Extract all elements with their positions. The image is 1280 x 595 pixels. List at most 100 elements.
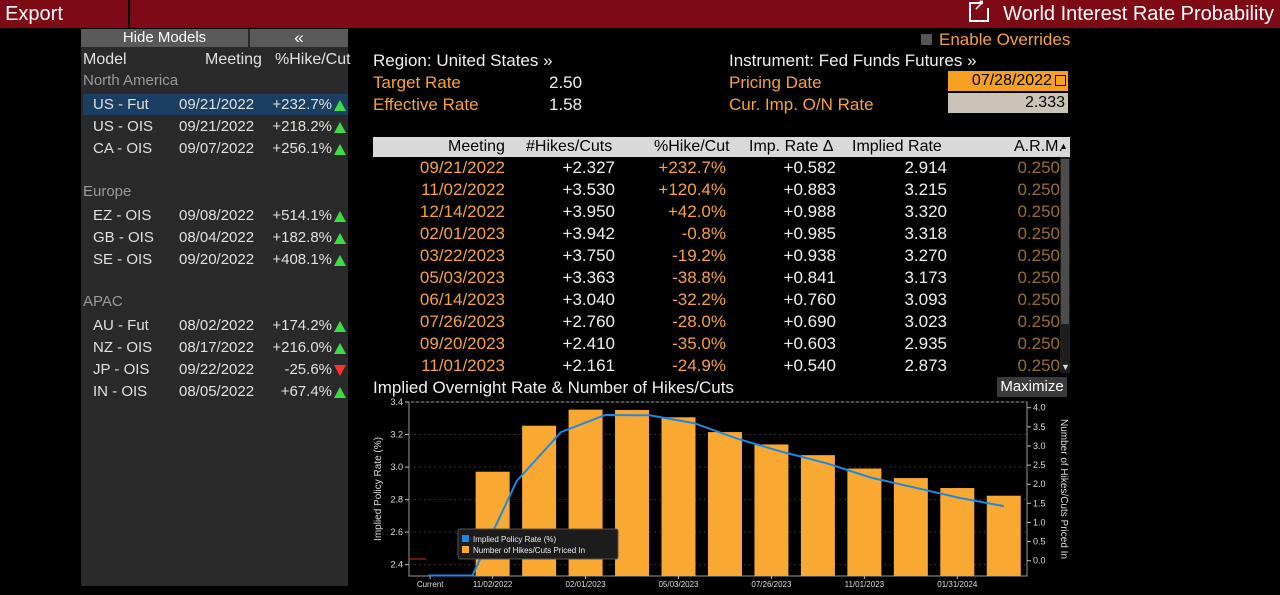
- table-scroll-thumb[interactable]: [1061, 159, 1069, 324]
- y-left-tick-label: 3.2: [390, 430, 403, 440]
- launch-icon[interactable]: [969, 0, 993, 22]
- th-meeting[interactable]: Meeting: [448, 138, 505, 155]
- model-row[interactable]: AU - Fut 08/02/2022 +174.2%: [83, 315, 348, 336]
- target-rate-value: 2.50: [549, 73, 583, 92]
- y-left-tick-label: 2.6: [390, 527, 403, 537]
- up-arrow-icon: [334, 233, 346, 244]
- table-row[interactable]: 02/01/2023 +3.942 -0.8% +0.985 3.318 0.250: [373, 224, 1060, 246]
- hike-bar: [754, 444, 789, 576]
- x-tick-label: 05/03/2023: [658, 580, 699, 589]
- y-right-tick-label: 3.5: [1033, 422, 1046, 432]
- model-row[interactable]: CA - OIS 09/07/2022 +256.1%: [83, 138, 348, 159]
- table-row[interactable]: 11/02/2022 +3.530 +120.4% +0.883 3.215 0.250: [373, 180, 1060, 202]
- model-pct: +182.8%: [272, 229, 332, 246]
- cell-hikes: +3.363: [562, 268, 615, 287]
- table-header: Meeting #Hikes/Cuts %Hike/Cut Imp. Rate …: [373, 137, 1070, 157]
- table-row[interactable]: 06/14/2023 +3.040 -32.2% +0.760 3.093 0.250: [373, 290, 1060, 312]
- enable-overrides-label[interactable]: Enable Overrides: [939, 30, 1071, 49]
- table-row[interactable]: 05/03/2023 +3.363 -38.8% +0.841 3.173 0.250: [373, 268, 1060, 290]
- down-arrow-icon: [334, 365, 346, 376]
- cell-implied-rate: 3.320: [904, 202, 947, 221]
- maximize-button[interactable]: Maximize: [997, 377, 1067, 397]
- scroll-up-icon[interactable]: ▲: [1059, 141, 1068, 151]
- up-arrow-icon: [334, 387, 346, 398]
- th-arm[interactable]: A.R.M.: [1014, 138, 1063, 155]
- table-row[interactable]: 09/20/2023 +2.410 -35.0% +0.603 2.935 0.250: [373, 334, 1060, 356]
- hike-bar: [800, 455, 835, 576]
- collapse-panel-button[interactable]: «: [250, 29, 348, 47]
- title-bar: [0, 0, 1280, 28]
- th-pct[interactable]: %Hike/Cut: [654, 138, 730, 155]
- cell-arm: 0.250: [1017, 290, 1060, 309]
- group-header: APAC: [83, 293, 123, 310]
- model-name: US - OIS: [93, 118, 154, 135]
- table-row[interactable]: 03/22/2023 +3.750 -19.2% +0.938 3.270 0.250: [373, 246, 1060, 268]
- cell-meeting: 02/01/2023: [419, 224, 505, 243]
- cell-pct: -35.0%: [672, 334, 726, 353]
- cell-arm: 0.250: [1017, 334, 1060, 353]
- x-tick-label: 01/31/2024: [937, 580, 978, 589]
- col-header-model[interactable]: Model: [83, 51, 127, 68]
- model-row[interactable]: IN - OIS 08/05/2022 +67.4%: [83, 381, 348, 402]
- onrate-field[interactable]: 2.333: [948, 93, 1068, 113]
- up-arrow-icon: [334, 144, 346, 155]
- model-pct: +256.1%: [272, 140, 332, 157]
- y-right-axis-label: Number of Hikes/Cuts Priced In: [1058, 419, 1069, 559]
- x-tick-label: 07/26/2023: [751, 580, 792, 589]
- pricing-date-label: Pricing Date: [729, 73, 822, 92]
- model-pct: +232.7%: [272, 96, 332, 113]
- hide-models-button[interactable]: Hide Models: [81, 29, 248, 47]
- hike-bar: [893, 478, 928, 576]
- model-pct: +174.2%: [272, 317, 332, 334]
- cell-arm: 0.250: [1017, 224, 1060, 243]
- effective-rate-label: Effective Rate: [373, 95, 479, 114]
- th-rate-delta[interactable]: Imp. Rate Δ: [749, 138, 834, 155]
- enable-overrides-checkbox[interactable]: [921, 34, 932, 45]
- cell-implied-rate: 3.270: [904, 246, 947, 265]
- export-button[interactable]: Export: [0, 0, 130, 28]
- model-row[interactable]: GB - OIS 08/04/2022 +182.8%: [83, 227, 348, 248]
- th-hikes[interactable]: #Hikes/Cuts: [526, 138, 613, 155]
- cell-rate-delta: +0.938: [783, 246, 836, 265]
- col-header-hike[interactable]: %Hike/Cut: [275, 51, 351, 68]
- model-row[interactable]: JP - OIS 09/22/2022 -25.6%: [83, 359, 348, 380]
- hike-bar: [475, 471, 510, 576]
- table-row[interactable]: 11/01/2023 +2.161 -24.9% +0.540 2.873 0.250: [373, 356, 1060, 378]
- calendar-icon[interactable]: [1055, 75, 1066, 86]
- rate-line: [428, 413, 1004, 577]
- model-name: SE - OIS: [93, 251, 153, 268]
- cell-pct: -19.2%: [672, 246, 726, 265]
- model-name: JP - OIS: [93, 361, 150, 378]
- table-row[interactable]: 12/14/2022 +3.950 +42.0% +0.988 3.320 0.250: [373, 202, 1060, 224]
- model-row[interactable]: SE - OIS 09/20/2022 +408.1%: [83, 249, 348, 270]
- y-right-tick-label: 0.5: [1033, 537, 1046, 547]
- hike-bar: [940, 488, 975, 576]
- model-row[interactable]: EZ - OIS 09/08/2022 +514.1%: [83, 205, 348, 226]
- th-implied-rate[interactable]: Implied Rate: [852, 138, 942, 155]
- cell-meeting: 06/14/2023: [419, 290, 505, 309]
- model-row[interactable]: US - Fut 09/21/2022 +232.7%: [83, 94, 348, 115]
- cell-meeting: 03/22/2023: [419, 246, 505, 265]
- col-header-meeting[interactable]: Meeting: [205, 51, 262, 68]
- model-name: IN - OIS: [93, 383, 148, 400]
- table-row[interactable]: 09/21/2022 +2.327 +232.7% +0.582 2.914 0.250: [373, 158, 1060, 180]
- model-meeting: 09/21/2022: [179, 96, 255, 113]
- model-row[interactable]: NZ - OIS 08/17/2022 +216.0%: [83, 337, 348, 358]
- table-row[interactable]: 07/26/2023 +2.760 -28.0% +0.690 3.023 0.250: [373, 312, 1060, 334]
- cell-pct: +120.4%: [658, 180, 726, 199]
- cell-meeting: 11/02/2022: [421, 180, 505, 199]
- instrument-selector[interactable]: Instrument: Fed Funds Futures »: [729, 51, 977, 70]
- pricing-date-input[interactable]: 07/28/2022: [948, 71, 1068, 91]
- y-right-tick-label: 1.0: [1033, 517, 1046, 527]
- cell-arm: 0.250: [1017, 312, 1060, 331]
- y-right-tick-label: 2.0: [1033, 479, 1046, 489]
- scroll-down-icon[interactable]: ▼: [1061, 362, 1070, 372]
- up-arrow-icon: [334, 100, 346, 111]
- cell-arm: 0.250: [1017, 158, 1060, 177]
- cell-rate-delta: +0.841: [783, 268, 836, 287]
- region-selector[interactable]: Region: United States »: [373, 51, 553, 70]
- cell-implied-rate: 3.023: [904, 312, 947, 331]
- model-row[interactable]: US - OIS 09/21/2022 +218.2%: [83, 116, 348, 137]
- cell-meeting: 09/20/2023: [419, 334, 505, 353]
- cell-meeting: 07/26/2023: [419, 312, 505, 331]
